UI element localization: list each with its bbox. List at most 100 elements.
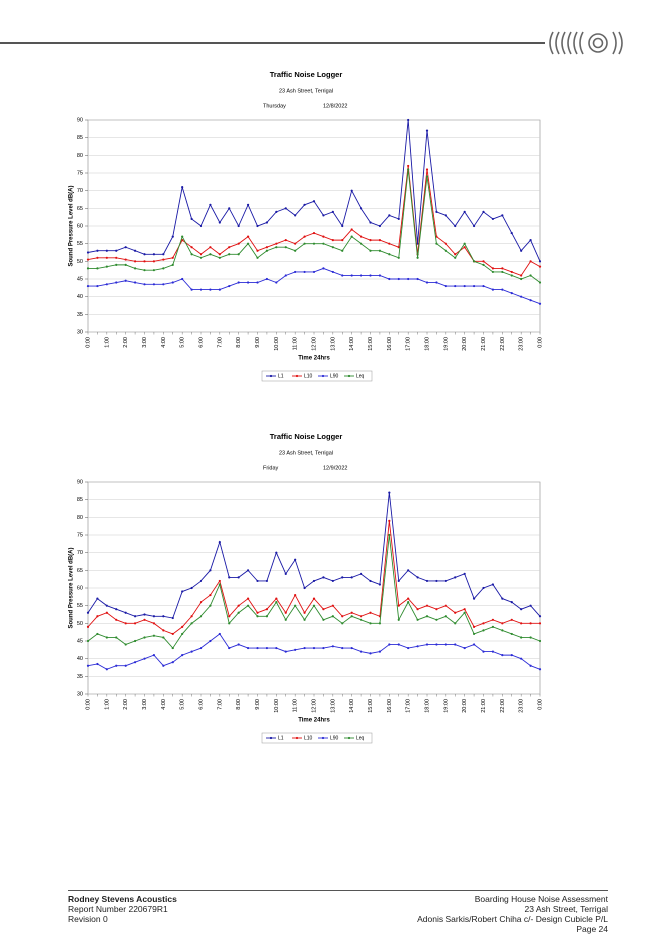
data-point: [209, 593, 212, 597]
data-point: [133, 615, 137, 618]
data-point: [124, 611, 127, 614]
x-tick-label: 18:00: [424, 337, 430, 351]
data-point: [162, 253, 165, 256]
data-point: [520, 608, 523, 611]
data-point: [378, 239, 382, 242]
chart-subtitle: 23 Ash Street, Terrigal: [279, 88, 333, 94]
data-point: [143, 618, 146, 621]
data-point: [171, 661, 174, 664]
data-point: [416, 645, 419, 648]
data-point: [482, 586, 485, 590]
data-point: [331, 246, 334, 249]
data-point: [256, 281, 259, 284]
data-point: [397, 618, 400, 621]
revision: Revision 0: [68, 914, 108, 924]
data-point: [265, 646, 269, 650]
data-point: [529, 636, 532, 639]
data-point: [246, 604, 250, 607]
data-point: [388, 533, 391, 537]
x-tick-label: 13:00: [330, 337, 336, 351]
data-point: [378, 249, 382, 252]
data-point: [331, 579, 334, 583]
data-point: [454, 643, 457, 646]
y-tick-label: 35: [77, 674, 83, 680]
data-point: [86, 284, 90, 288]
data-point: [133, 281, 137, 284]
y-tick-label: 70: [77, 188, 83, 194]
data-point: [491, 618, 495, 621]
data-point: [190, 253, 193, 256]
data-point: [86, 251, 90, 254]
data-point: [284, 572, 287, 575]
data-point: [369, 579, 372, 583]
data-point: [190, 217, 193, 221]
x-tick-label: 20:00: [462, 699, 468, 713]
data-point: [171, 235, 174, 238]
data-point: [275, 646, 278, 650]
data-point: [435, 579, 438, 583]
data-point: [199, 253, 203, 256]
data-point: [96, 249, 99, 252]
data-point: [312, 270, 316, 274]
y-tick-label: 85: [77, 497, 83, 503]
x-tick-label: 0:00: [537, 699, 543, 710]
legend-label: L90: [330, 373, 339, 379]
data-point: [124, 246, 127, 249]
x-tick-label: 10:00: [274, 337, 280, 351]
y-tick-label: 60: [77, 223, 83, 229]
data-point: [538, 281, 542, 284]
data-point: [388, 643, 391, 646]
data-point: [294, 593, 297, 597]
data-point: [350, 274, 353, 277]
y-tick-label: 30: [77, 329, 83, 335]
data-point: [133, 249, 137, 252]
data-point: [133, 267, 137, 270]
data-point: [105, 604, 108, 607]
data-point: [491, 288, 495, 291]
data-point: [284, 650, 287, 653]
data-point: [228, 646, 231, 650]
x-tick-label: 0:00: [85, 337, 91, 348]
data-point: [246, 569, 250, 572]
data-point: [491, 270, 495, 274]
data-point: [86, 258, 90, 261]
data-point: [312, 200, 316, 203]
x-axis-label: Time 24hrs: [298, 718, 330, 724]
data-point: [510, 601, 513, 604]
data-point: [256, 611, 259, 614]
legend-label: L90: [330, 735, 339, 741]
data-point: [86, 664, 90, 667]
x-tick-label: 2:00: [123, 699, 129, 710]
data-point: [538, 260, 542, 263]
data-point: [482, 260, 485, 263]
legend-marker: [321, 374, 325, 378]
data-point: [378, 274, 382, 277]
data-point: [341, 224, 344, 228]
data-point: [190, 615, 193, 618]
y-tick-label: 55: [77, 241, 83, 247]
data-point: [246, 203, 250, 206]
data-point: [199, 579, 203, 583]
x-tick-label: 6:00: [198, 337, 204, 348]
data-point: [425, 168, 429, 171]
data-point: [388, 242, 391, 245]
data-point: [369, 221, 372, 224]
data-point: [284, 207, 287, 210]
data-point: [472, 284, 476, 288]
y-tick-label: 90: [77, 479, 83, 485]
legend-label: L1: [278, 735, 284, 741]
data-point: [482, 284, 485, 288]
data-point: [322, 267, 325, 270]
data-point: [388, 277, 391, 281]
data-point: [529, 622, 532, 625]
x-tick-label: 20:00: [462, 337, 468, 351]
data-point: [181, 632, 184, 636]
x-tick-label: 17:00: [406, 699, 412, 713]
data-point: [284, 618, 287, 621]
data-point: [162, 664, 165, 667]
data-point: [331, 645, 334, 648]
data-point: [501, 270, 504, 274]
data-point: [199, 288, 203, 291]
data-point: [369, 611, 372, 614]
data-point: [378, 224, 382, 228]
